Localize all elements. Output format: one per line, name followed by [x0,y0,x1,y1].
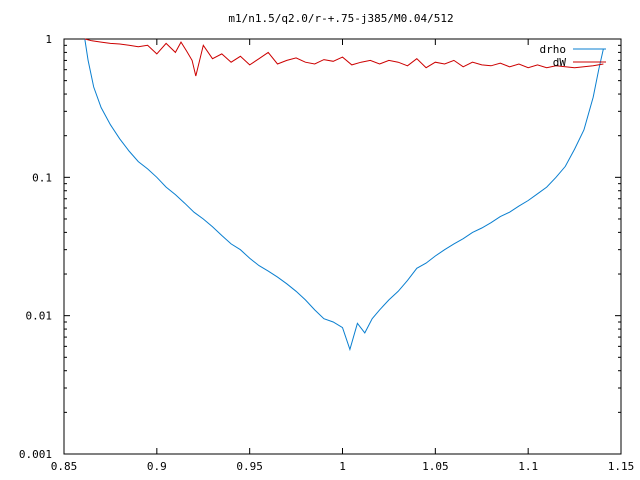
x-axis: 0.85 0.9 0.95 1 1.05 1.1 1.15 [51,39,635,473]
x-tick-label: 1 [339,460,346,473]
y-tick-label: 0.1 [32,171,52,184]
plot-frame [63,38,622,455]
plot-lines [84,38,604,352]
x-tick-label: 1.05 [422,460,449,473]
x-tick-label: 0.95 [236,460,263,473]
y-tick-label: 0.001 [19,448,52,461]
y-tick-label: 0.01 [26,310,53,323]
chart-title: m1/n1.5/q2.0/r-+.75-j385/M0.04/512 [228,12,453,25]
x-tick-label: 1.15 [608,460,635,473]
y-tick-label: 1 [45,33,52,46]
y-axis: 0.001 0.01 0.1 1 [19,33,621,461]
x-tick-label: 1.1 [518,460,538,473]
series-line-dW [84,38,604,77]
legend-label-dW: dW [553,56,567,69]
legend-label-drho: drho [540,43,567,56]
x-tick-label: 0.9 [147,460,167,473]
series-line-drho [84,38,604,352]
x-tick-label: 0.85 [51,460,78,473]
